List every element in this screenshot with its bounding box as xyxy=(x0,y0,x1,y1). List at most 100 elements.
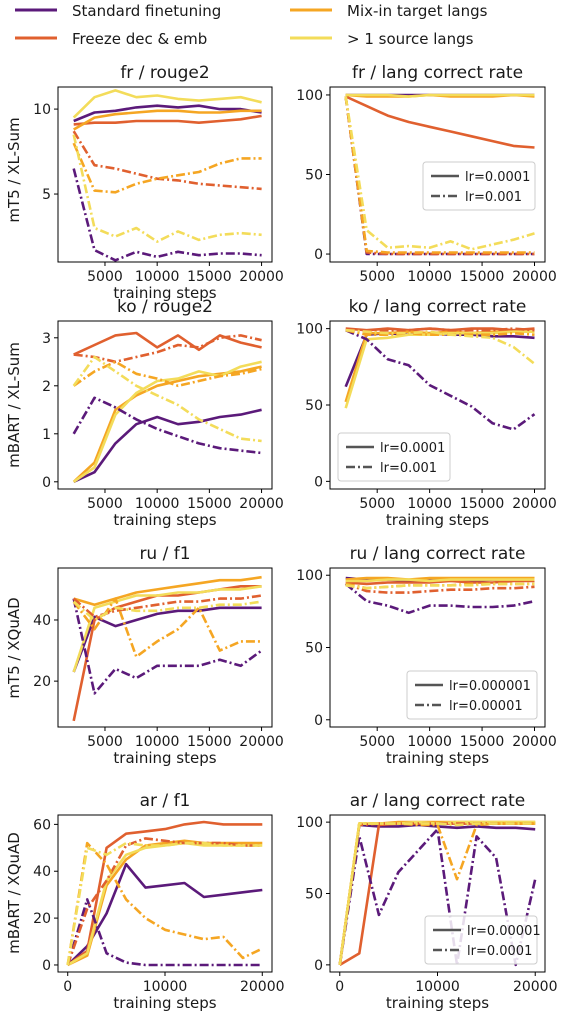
x-tick-label: 20000 xyxy=(512,269,557,285)
series-group xyxy=(72,89,262,262)
panel-title: ru / f1 xyxy=(139,544,190,564)
x-axis-label: training steps xyxy=(386,511,489,529)
x-tick-label: 20000 xyxy=(512,496,557,512)
inset-legend: lr=0.000001 lr=0.00001 xyxy=(406,670,538,720)
inset-solid-label: lr=0.0001 xyxy=(465,170,530,185)
y-tick-label: 20 xyxy=(33,674,51,690)
series-line-6 xyxy=(72,130,262,191)
x-tick-label: 20000 xyxy=(239,269,284,285)
y-tick-label: 20 xyxy=(33,911,51,927)
x-tick-label: 0 xyxy=(335,979,344,995)
series-line-5 xyxy=(66,898,263,967)
series-line-8 xyxy=(345,328,536,365)
panel-3: ko / rouge2 5000 10000 15000 20000 0 1 2 3 traini… xyxy=(42,297,284,529)
legend-label-2: Freeze dec & emb xyxy=(72,30,207,48)
y-tick-label: 2 xyxy=(42,379,51,395)
y-tick-label: 100 xyxy=(296,88,323,104)
axes-frame xyxy=(57,86,273,263)
row-label-2: mBART / XL-Sum xyxy=(5,342,23,468)
series-line-1 xyxy=(66,862,263,966)
figure-legend: Standard finetuning Freeze dec & emb Mix-i… xyxy=(15,2,488,48)
series-line-4 xyxy=(67,841,263,967)
series-line-3 xyxy=(72,365,262,483)
series-line-3 xyxy=(345,576,535,581)
series-group xyxy=(72,575,263,722)
x-tick-label: 10000 xyxy=(135,269,180,285)
y-tick-label: 0 xyxy=(314,247,323,263)
series-line-2 xyxy=(73,331,262,356)
series-line-7 xyxy=(344,96,535,254)
y-tick-label: 0 xyxy=(42,475,51,491)
inset-dashdot-label: lr=0.001 xyxy=(465,190,522,205)
series-group xyxy=(72,331,262,483)
y-tick-label: 0 xyxy=(314,713,323,729)
panel-7: ar / f1 0 10000 20000 0 20 40 60 training steps xyxy=(33,791,284,1012)
x-axis-label: training steps xyxy=(113,749,216,767)
x-axis-label: training steps xyxy=(386,749,489,767)
series-line-5 xyxy=(344,582,535,615)
series-line-7 xyxy=(72,360,262,388)
series-line-8 xyxy=(72,600,262,622)
x-tick-label: 10000 xyxy=(407,496,452,512)
panel-4: ko / lang correct rate 5000 10000 15000 2000… xyxy=(296,297,557,529)
inset-legend-box xyxy=(406,670,538,720)
series-line-8 xyxy=(345,582,535,590)
panel-title: ko / lang correct rate xyxy=(349,297,527,317)
series-line-5 xyxy=(72,598,263,695)
series-group xyxy=(344,327,536,431)
x-tick-label: 15000 xyxy=(460,734,505,750)
series-group xyxy=(344,93,535,256)
x-tick-label: 5000 xyxy=(87,496,123,512)
y-tick-label: 1 xyxy=(42,427,51,443)
x-tick-label: 15000 xyxy=(187,496,232,512)
row-label-1: mT5 / XL-Sum xyxy=(5,117,23,222)
y-tick-label: 100 xyxy=(296,322,323,338)
series-line-6 xyxy=(345,582,535,594)
y-tick-label: 3 xyxy=(42,331,51,347)
inset-solid-label: lr=0.0001 xyxy=(380,441,445,456)
row-label-3: mT5 / XQuAD xyxy=(5,597,23,698)
x-tick-label: 20000 xyxy=(240,979,285,995)
series-line-6 xyxy=(66,837,263,966)
inset-solid-label: lr=0.00001 xyxy=(467,924,541,939)
series-group xyxy=(66,820,263,967)
x-tick-label: 5000 xyxy=(359,734,395,750)
x-tick-label: 5000 xyxy=(87,734,123,750)
x-tick-label: 20000 xyxy=(513,979,558,995)
series-line-2 xyxy=(66,820,263,967)
y-tick-label: 50 xyxy=(305,641,323,657)
series-line-6 xyxy=(344,96,535,256)
axes-frame xyxy=(57,567,273,728)
inset-dashdot-label: lr=0.00001 xyxy=(449,699,523,714)
x-tick-label: 15000 xyxy=(460,269,505,285)
y-tick-label: 0 xyxy=(314,474,323,490)
x-axis-label: training steps xyxy=(113,511,216,529)
series-line-8 xyxy=(338,822,536,966)
y-tick-label: 50 xyxy=(305,398,323,414)
series-line-1 xyxy=(72,606,262,673)
inset-legend: lr=0.0001 lr=0.001 xyxy=(337,432,451,482)
series-line-4 xyxy=(344,330,535,409)
panel-title: fr / rouge2 xyxy=(120,63,209,83)
legend-label-4: > 1 source langs xyxy=(347,30,474,48)
x-tick-label: 5000 xyxy=(359,496,395,512)
inset-legend: lr=0.0001 lr=0.001 xyxy=(422,161,536,211)
panel-5: ru / f1 5000 10000 15000 20000 20 40 training s… xyxy=(33,544,284,767)
inset-solid-label: lr=0.000001 xyxy=(449,679,531,694)
legend-label-1: Standard finetuning xyxy=(72,2,221,20)
series-line-8 xyxy=(72,355,262,443)
series-line-7 xyxy=(345,328,535,337)
x-tick-label: 5000 xyxy=(359,269,395,285)
panel-title: ar / lang correct rate xyxy=(350,791,526,811)
series-line-6 xyxy=(345,327,535,334)
series-line-6 xyxy=(73,334,262,364)
panel-2: fr / lang correct rate 5000 10000 15000 2000… xyxy=(296,63,557,285)
panel-title: ko / rouge2 xyxy=(117,297,213,317)
series-line-5 xyxy=(338,827,537,967)
series-line-8 xyxy=(66,841,263,966)
row-label-4: mBART / XQuAD xyxy=(5,832,23,954)
series-line-4 xyxy=(72,89,262,119)
series-line-1 xyxy=(73,408,262,483)
